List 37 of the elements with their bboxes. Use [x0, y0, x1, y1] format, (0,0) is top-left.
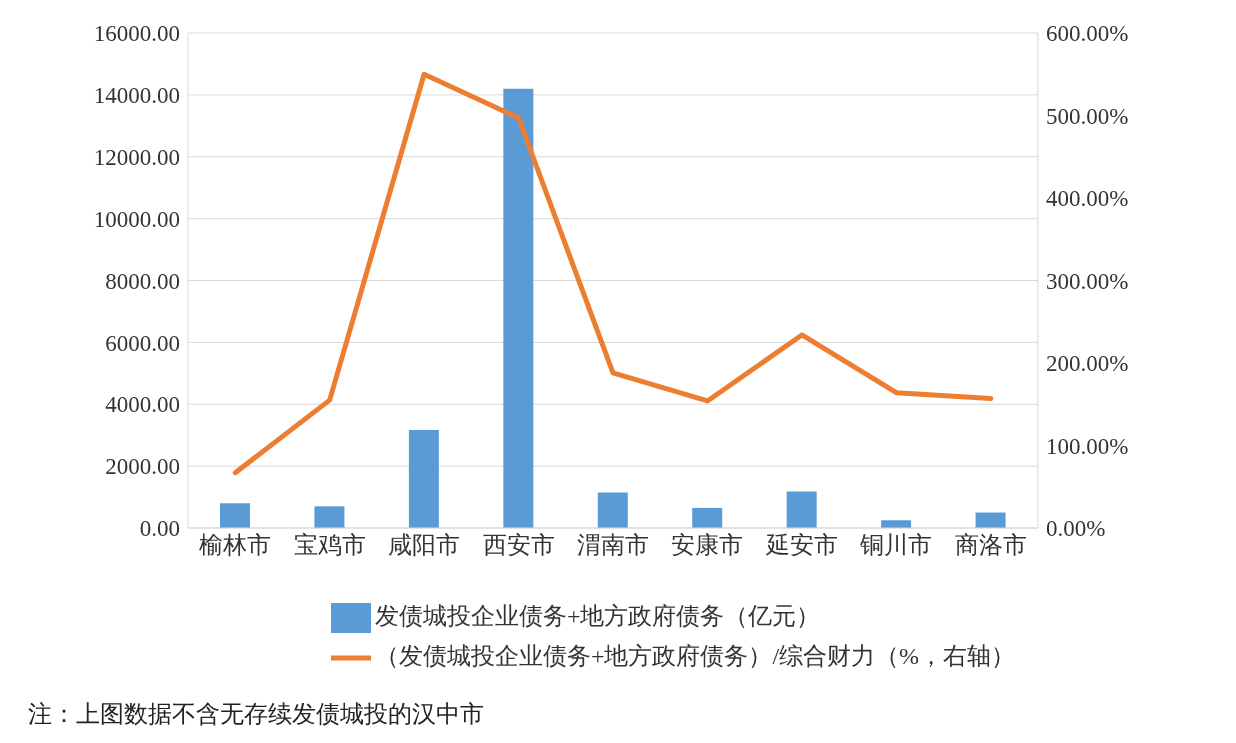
- y2-tick-label: 500.00%: [1046, 103, 1129, 129]
- y-tick-label: 2000.00: [105, 454, 180, 480]
- x-tick-label: 榆林市: [199, 532, 272, 559]
- x-tick-label: 渭南市: [577, 532, 649, 559]
- y-tick-label: 12000.00: [93, 144, 180, 170]
- y2-tick-label: 0.00%: [1046, 516, 1106, 542]
- bar: [975, 512, 1006, 528]
- x-tick-label: 咸阳市: [388, 532, 461, 559]
- text: 注：上图数据不含无存续发债城投的汉中市: [28, 700, 485, 729]
- x-tick-label: 安康市: [671, 532, 744, 559]
- y2-tick-label: 600.00%: [1046, 21, 1129, 47]
- x-tick-label: 铜川市: [859, 532, 933, 559]
- y-tick-label: 10000.00: [93, 206, 180, 232]
- bar: [314, 506, 345, 528]
- x-tick-label: 商洛市: [954, 532, 1027, 559]
- y2-tick-label: 200.00%: [1046, 351, 1129, 377]
- bar: [597, 492, 628, 528]
- bar: [786, 491, 817, 528]
- y-tick-label: 6000.00: [105, 330, 180, 356]
- y2-tick-label: 100.00%: [1046, 433, 1129, 459]
- bar: [692, 507, 723, 528]
- x-tick-label: 宝鸡市: [293, 532, 366, 559]
- legend-label: （发债城投企业债务+地方政府债务）/综合财力（%，右轴）: [374, 642, 1016, 669]
- x-tick-label: 延安市: [764, 532, 838, 559]
- bar: [220, 503, 250, 528]
- legend-label: 发债城投企业债务+地方政府债务（亿元）: [374, 602, 821, 629]
- y-tick-label: 14000.00: [93, 83, 180, 109]
- y-tick-label: 8000.00: [105, 268, 180, 294]
- y-tick-label: 16000.00: [93, 21, 180, 47]
- y-tick-label: 4000.00: [105, 392, 180, 418]
- bar: [408, 429, 439, 528]
- x-tick-label: 西安市: [482, 532, 555, 559]
- bar: [881, 520, 912, 528]
- y2-tick-label: 400.00%: [1046, 186, 1129, 212]
- bar: [503, 88, 534, 528]
- y2-tick-label: 300.00%: [1046, 268, 1129, 294]
- y-tick-label: 0.00: [139, 516, 180, 542]
